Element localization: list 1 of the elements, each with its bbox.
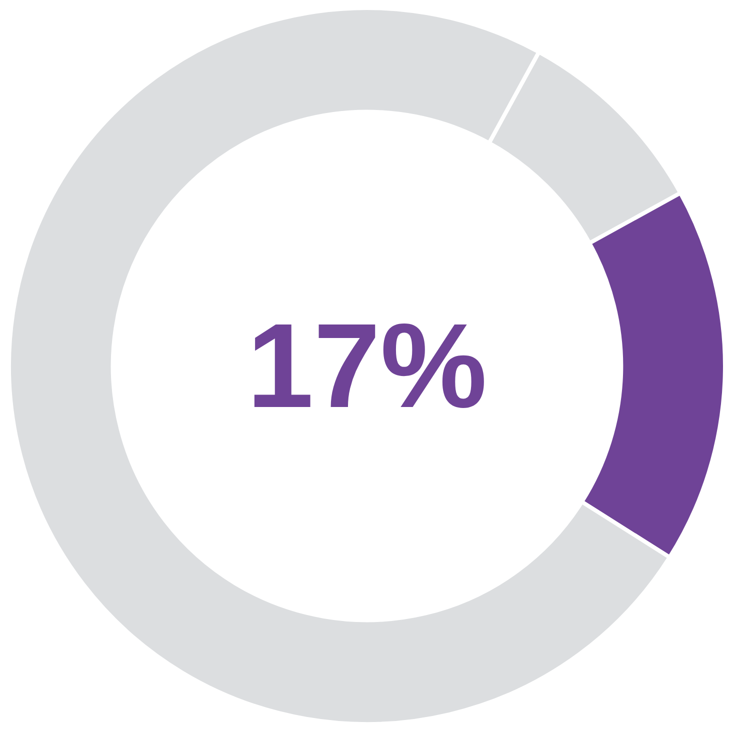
text: 17% (246, 299, 488, 433)
